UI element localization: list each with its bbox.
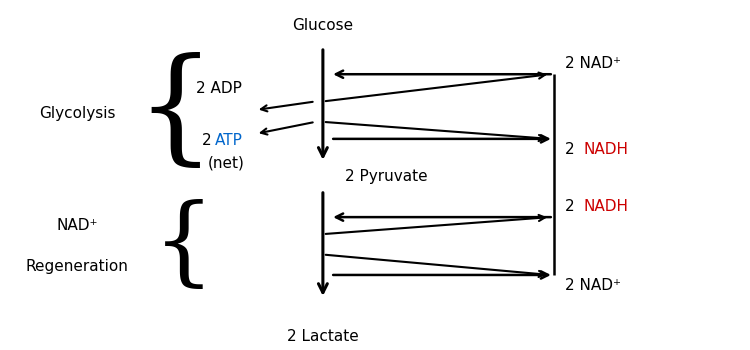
Text: ATP: ATP [215, 133, 243, 148]
Text: (net): (net) [208, 155, 245, 170]
Text: 2 ADP: 2 ADP [196, 81, 242, 96]
Text: {: { [153, 199, 215, 293]
Text: 2: 2 [565, 199, 579, 214]
Text: 2 NAD⁺: 2 NAD⁺ [565, 56, 621, 71]
Text: NADH: NADH [584, 199, 628, 214]
Text: 2: 2 [202, 133, 211, 148]
Text: 2 Lactate: 2 Lactate [287, 329, 358, 344]
Text: Regeneration: Regeneration [26, 259, 129, 274]
Text: Glucose: Glucose [292, 19, 353, 33]
Text: 2 NAD⁺: 2 NAD⁺ [565, 278, 621, 293]
Text: 2: 2 [565, 142, 579, 157]
Text: 2 Pyruvate: 2 Pyruvate [345, 169, 427, 184]
Text: NAD⁺: NAD⁺ [56, 218, 98, 233]
Text: NADH: NADH [584, 142, 628, 157]
Text: {: { [135, 53, 215, 174]
Text: Glycolysis: Glycolysis [39, 106, 116, 121]
